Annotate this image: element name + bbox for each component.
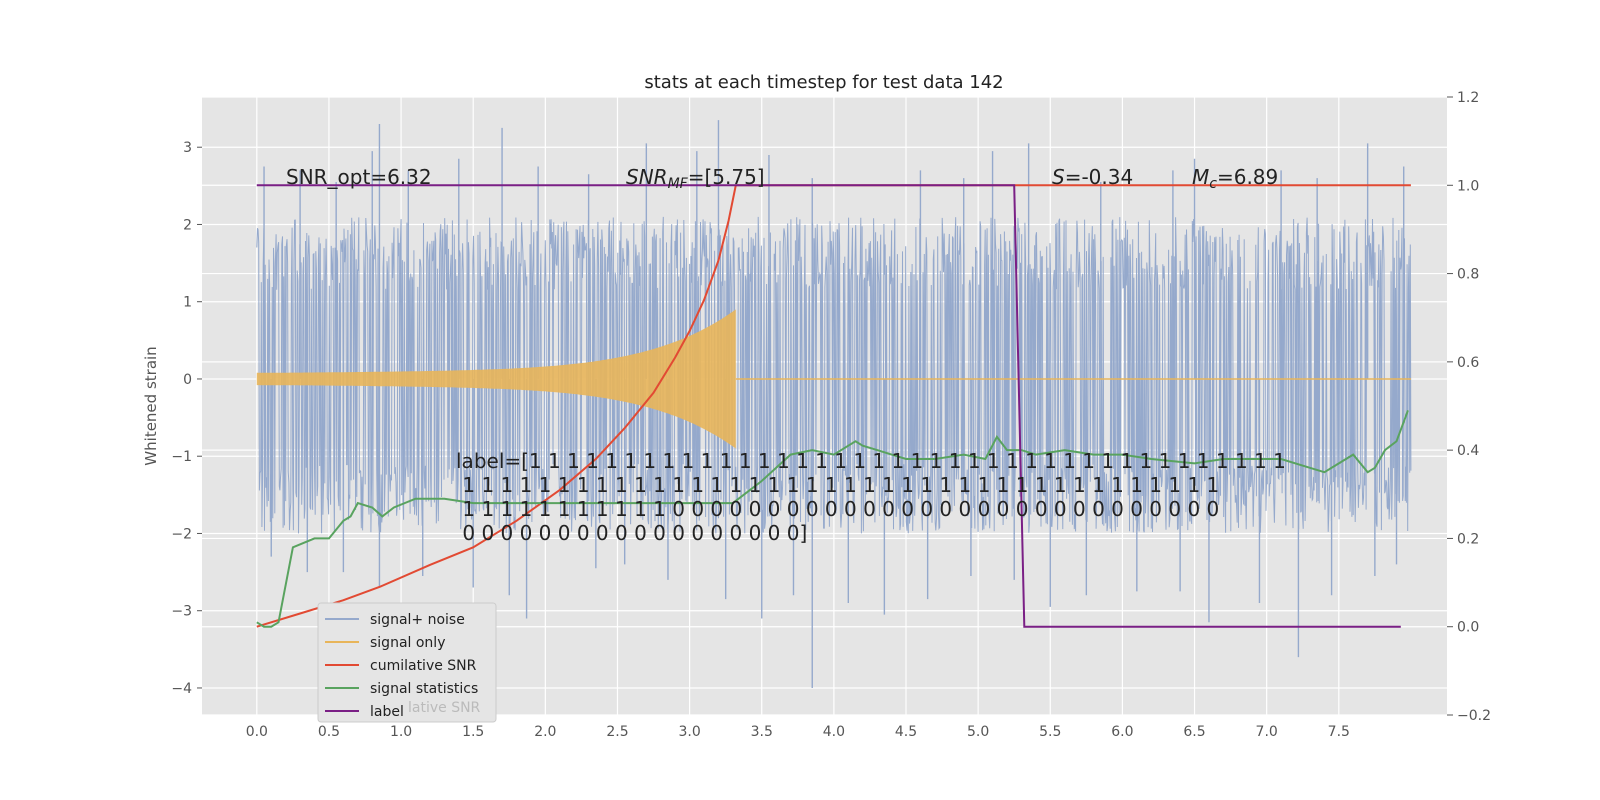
x-tick-label: 0.5 xyxy=(318,724,340,740)
x-tick-label: 1.5 xyxy=(462,724,484,740)
signal-envelope xyxy=(256,309,736,449)
y2-tick-labels: 1.2 1.0 0.8 0.6 0.4 0.2 0.0 −0.2 xyxy=(1447,90,1491,724)
snr-mf-subscript: MF xyxy=(668,176,689,192)
snr-mf-symbol: SNR xyxy=(626,165,668,189)
label-line-4: 0 0 0 0 0 0 0 0 0 0 0 0 0 0 0 0 0 0] xyxy=(456,521,807,545)
x-tick-label: 5.5 xyxy=(1039,724,1061,740)
series-cumilative-snr xyxy=(256,184,1411,628)
s-symbol: S xyxy=(1052,165,1065,189)
y2-tick-label: 0.8 xyxy=(1457,267,1479,283)
legend-label: signal only xyxy=(370,635,445,651)
y2-tick-label: 0.0 xyxy=(1457,620,1479,636)
series-line xyxy=(256,184,1401,628)
label-line-1: label=[1 1 1 1 1 1 1 1 1 1 1 1 1 1 1 1 1… xyxy=(456,449,1286,473)
x-tick-label: 7.5 xyxy=(1328,724,1350,740)
series-layer xyxy=(256,120,1412,688)
y2-tick-label: 1.2 xyxy=(1457,90,1479,106)
legend-label: signal+ noise xyxy=(370,612,465,628)
y2-tick-label: 0.6 xyxy=(1457,355,1479,371)
x-tick-label: 2.0 xyxy=(534,724,556,740)
x-tick-label: 0.0 xyxy=(246,724,268,740)
x-tick-label: 4.0 xyxy=(823,724,845,740)
y-tick-label: 3 xyxy=(183,140,192,156)
noise-trace xyxy=(256,216,1412,534)
y-tick-label: −1 xyxy=(171,449,192,465)
series-line xyxy=(256,184,1411,628)
y-tick-labels: 3 2 1 0 −1 −2 −3 −4 xyxy=(171,140,202,697)
label-line-3: 1 1 1 1 1 1 1 1 1 1 1 0 0 0 0 0 0 0 0 0 … xyxy=(456,497,1219,521)
series-signal-noise xyxy=(256,120,1412,688)
y-tick-label: −2 xyxy=(171,526,192,542)
series-label xyxy=(256,184,1401,628)
x-tick-label: 2.5 xyxy=(606,724,628,740)
y-tick-label: 2 xyxy=(183,217,192,233)
label-line-2: 1 1 1 1 1 1 1 1 1 1 1 1 1 1 1 1 1 1 1 1 … xyxy=(456,473,1219,497)
y2-tick-label: −0.2 xyxy=(1457,708,1491,724)
x-tick-label: 6.0 xyxy=(1111,724,1133,740)
series-signal-statistics xyxy=(256,410,1409,628)
legend: lative SNR signal+ noise signal only cumil… xyxy=(317,602,497,723)
snr-mf-value: =[5.75] xyxy=(688,165,765,189)
x-tick-label: 7.0 xyxy=(1256,724,1278,740)
mc-symbol: M xyxy=(1192,165,1209,189)
snr-opt-annotation: SNR_opt=6.32 xyxy=(286,165,432,189)
y-tick-label: −3 xyxy=(171,604,192,620)
legend-box xyxy=(317,602,497,723)
series-signal-only xyxy=(256,309,1411,449)
y-tick-label: 1 xyxy=(183,295,192,311)
y2-tick-label: 0.4 xyxy=(1457,443,1479,459)
series-line xyxy=(256,410,1409,628)
y-axis-label: Whitened strain xyxy=(142,346,160,465)
x-tick-label: 5.0 xyxy=(967,724,989,740)
y2-tick-label: 0.2 xyxy=(1457,531,1479,547)
x-tick-label: 6.5 xyxy=(1183,724,1205,740)
x-tick-labels: 0.0 0.5 1.0 1.5 2.0 2.5 3.0 3.5 4.0 4.5 5.0 5.5 6.0 6… xyxy=(246,724,1350,740)
legend-label: signal statistics xyxy=(370,681,478,697)
x-tick-label: 3.0 xyxy=(678,724,700,740)
annotations: SNR_opt=6.32 SNRMF=[5.75] S=-0.34 Mc=6.8… xyxy=(286,165,1286,545)
s-value: =-0.34 xyxy=(1065,165,1134,189)
y-tick-label: −4 xyxy=(171,681,192,697)
y2-tick-label: 1.0 xyxy=(1457,178,1479,194)
x-tick-label: 1.0 xyxy=(390,724,412,740)
legend-ghost-text: lative SNR xyxy=(408,700,481,716)
snr-mf-annotation: SNRMF=[5.75] xyxy=(626,165,765,192)
y-tick-label: 0 xyxy=(183,372,192,388)
x-tick-label: 4.5 xyxy=(895,724,917,740)
chart-title: stats at each timestep for test data 142 xyxy=(644,72,1003,93)
legend-label: cumilative SNR xyxy=(370,658,477,674)
mc-annotation: Mc=6.89 xyxy=(1192,165,1278,192)
label-array-annotation: label=[1 1 1 1 1 1 1 1 1 1 1 1 1 1 1 1 1… xyxy=(456,449,1286,545)
x-tick-label: 3.5 xyxy=(751,724,773,740)
mc-subscript: c xyxy=(1209,176,1217,192)
mc-value: =6.89 xyxy=(1217,165,1278,189)
s-annotation: S=-0.34 xyxy=(1052,165,1133,189)
legend-label: label xyxy=(370,704,404,720)
